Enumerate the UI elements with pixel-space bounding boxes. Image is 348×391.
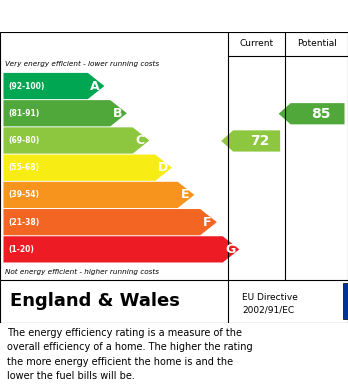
Text: Very energy efficient - lower running costs: Very energy efficient - lower running co… — [5, 61, 159, 67]
Text: The energy efficiency rating is a measure of the
overall efficiency of a home. T: The energy efficiency rating is a measur… — [7, 328, 253, 381]
Text: 85: 85 — [311, 107, 331, 121]
Polygon shape — [3, 236, 239, 262]
Text: (21-38): (21-38) — [9, 218, 40, 227]
Polygon shape — [3, 182, 194, 208]
Text: EU Directive: EU Directive — [242, 293, 298, 302]
Polygon shape — [3, 100, 127, 126]
Text: G: G — [225, 243, 235, 256]
Polygon shape — [3, 209, 217, 235]
Polygon shape — [221, 130, 280, 152]
Text: 2002/91/EC: 2002/91/EC — [242, 305, 294, 314]
Text: D: D — [158, 161, 168, 174]
Text: Current: Current — [239, 39, 274, 48]
Bar — [343, 283, 348, 319]
Text: B: B — [113, 107, 122, 120]
Text: (69-80): (69-80) — [9, 136, 40, 145]
Text: C: C — [136, 134, 145, 147]
Text: Energy Efficiency Rating: Energy Efficiency Rating — [10, 9, 220, 23]
Text: A: A — [90, 79, 100, 93]
Polygon shape — [3, 73, 104, 99]
Text: (81-91): (81-91) — [9, 109, 40, 118]
Text: (1-20): (1-20) — [9, 245, 34, 254]
Text: (55-68): (55-68) — [9, 163, 40, 172]
Text: 72: 72 — [251, 134, 270, 148]
Polygon shape — [3, 127, 149, 154]
Polygon shape — [279, 103, 345, 124]
Polygon shape — [3, 154, 172, 181]
Text: (39-54): (39-54) — [9, 190, 40, 199]
Text: E: E — [181, 188, 189, 201]
Text: Potential: Potential — [297, 39, 337, 48]
Text: England & Wales: England & Wales — [10, 292, 180, 310]
Text: F: F — [203, 216, 212, 229]
Text: (92-100): (92-100) — [9, 81, 45, 91]
Text: Not energy efficient - higher running costs: Not energy efficient - higher running co… — [5, 269, 159, 275]
